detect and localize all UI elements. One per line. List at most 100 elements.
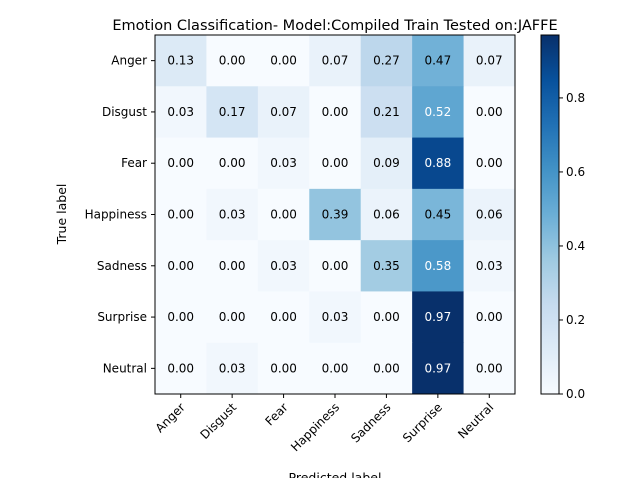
cell-value-label: 0.00	[167, 208, 194, 222]
y-tick-label: Happiness	[85, 208, 147, 222]
heatmap-cell	[412, 35, 465, 87]
cell-value-label: 0.00	[373, 310, 400, 324]
cell-value-label: 0.00	[322, 105, 349, 119]
cell-value-label: 0.00	[167, 310, 194, 324]
cell-value-label: 0.13	[167, 54, 194, 68]
heatmap-cell	[257, 188, 310, 241]
cell-value-label: 0.03	[270, 259, 297, 273]
x-tick-label: Anger	[153, 400, 188, 435]
heatmap-cell	[155, 86, 207, 139]
y-tick-label: Sadness	[97, 259, 147, 273]
x-tick-label: Disgust	[198, 400, 240, 442]
heatmap-cell	[360, 188, 413, 241]
cell-value-label: 0.27	[373, 54, 400, 68]
cell-value-label: 0.45	[424, 208, 451, 222]
heatmap-cell	[463, 86, 516, 139]
cell-value-label: 0.00	[167, 361, 194, 375]
heatmap-cell	[206, 342, 259, 395]
heatmap-cell	[309, 291, 362, 344]
heatmap-cell	[206, 188, 259, 241]
heatmap-cell	[412, 342, 465, 395]
cell-value-label: 0.97	[424, 310, 451, 324]
heatmap-cell	[155, 35, 207, 87]
cell-value-label: 0.03	[322, 310, 349, 324]
cell-value-label: 0.39	[322, 208, 349, 222]
heatmap-cell	[155, 188, 207, 241]
cell-value-label: 0.52	[424, 105, 451, 119]
cell-value-label: 0.47	[424, 54, 451, 68]
colorbar-tick-label: 0.6	[566, 165, 585, 179]
heatmap-cell	[309, 188, 362, 241]
heatmap-cell	[309, 240, 362, 292]
chart-title: Emotion Classification- Model:Compiled T…	[112, 18, 557, 34]
cell-value-label: 0.00	[219, 259, 246, 273]
heatmap-cell	[412, 86, 465, 139]
cell-value-label: 0.00	[167, 259, 194, 273]
heatmap-cell	[463, 291, 516, 344]
cell-value-label: 0.00	[476, 361, 503, 375]
heatmap-cell	[412, 188, 465, 241]
cell-value-label: 0.00	[270, 208, 297, 222]
cell-value-label: 0.00	[476, 310, 503, 324]
cell-value-label: 0.03	[476, 259, 503, 273]
heatmap-cell	[206, 240, 259, 292]
y-tick-label: Anger	[111, 54, 147, 68]
cell-value-label: 0.03	[219, 208, 246, 222]
cell-value-label: 0.00	[373, 361, 400, 375]
x-tick-label: Happiness	[288, 400, 342, 454]
cell-value-label: 0.00	[476, 105, 503, 119]
heatmap-cell	[360, 86, 413, 139]
y-tick-label: Surprise	[97, 310, 147, 324]
heatmap-cell	[257, 86, 310, 139]
heatmap-cell	[257, 291, 310, 344]
cell-value-label: 0.00	[219, 54, 246, 68]
cell-value-label: 0.00	[270, 310, 297, 324]
cell-value-label: 0.00	[270, 54, 297, 68]
cell-value-label: 0.06	[476, 208, 503, 222]
cell-value-label: 0.06	[373, 208, 400, 222]
cell-value-label: 0.03	[219, 361, 246, 375]
cell-value-label: 0.07	[322, 54, 349, 68]
heatmap-cell	[309, 86, 362, 139]
y-axis-ticks: Anger Disgust Fear Happiness Sadness Surprise…	[85, 54, 155, 375]
cell-value-label: 0.58	[424, 259, 451, 273]
colorbar-ticks: 0.0 0.2 0.4 0.6 0.8	[559, 91, 585, 401]
heatmap-cell	[412, 240, 465, 292]
x-tick-label: Sadness	[348, 400, 393, 445]
heatmap-cell	[206, 35, 259, 87]
cell-value-label: 0.35	[373, 259, 400, 273]
cell-value-label: 0.88	[424, 156, 451, 170]
x-tick-label: Surprise	[400, 400, 445, 445]
colorbar-tick-label: 0.4	[566, 239, 585, 253]
heatmap-cell	[206, 86, 259, 139]
heatmap-cell	[155, 342, 207, 395]
cell-value-label: 0.07	[270, 105, 297, 119]
cell-value-label: 0.09	[373, 156, 400, 170]
cell-value-label: 0.21	[373, 105, 400, 119]
heatmap-cell	[463, 240, 516, 292]
heatmap-cell	[155, 240, 207, 292]
heatmap-cell	[463, 137, 516, 190]
y-tick-label: Disgust	[102, 105, 147, 119]
heatmap-cell	[463, 342, 516, 395]
y-axis-label: True label	[54, 184, 69, 246]
heatmap-cell	[360, 35, 413, 87]
heatmap-cell	[257, 342, 310, 395]
heatmap-cell-labels: 0.13 0.00 0.00 0.07 0.27 0.47 0.07 0.03 0.17 0.07…	[167, 54, 502, 376]
heatmap-cell	[309, 342, 362, 395]
cell-value-label: 0.00	[219, 156, 246, 170]
x-tick-label: Neutral	[455, 400, 496, 441]
cell-value-label: 0.00	[476, 156, 503, 170]
cell-value-label: 0.00	[322, 259, 349, 273]
cell-value-label: 0.00	[322, 156, 349, 170]
heatmap-cell	[257, 35, 310, 87]
heatmap-cell	[155, 137, 207, 190]
heatmap-cell	[360, 137, 413, 190]
heatmap-cell	[412, 137, 465, 190]
colorbar	[540, 34, 560, 395]
heatmap-cell	[463, 188, 516, 241]
cell-value-label: 0.97	[424, 361, 451, 375]
cell-value-label: 0.00	[270, 361, 297, 375]
